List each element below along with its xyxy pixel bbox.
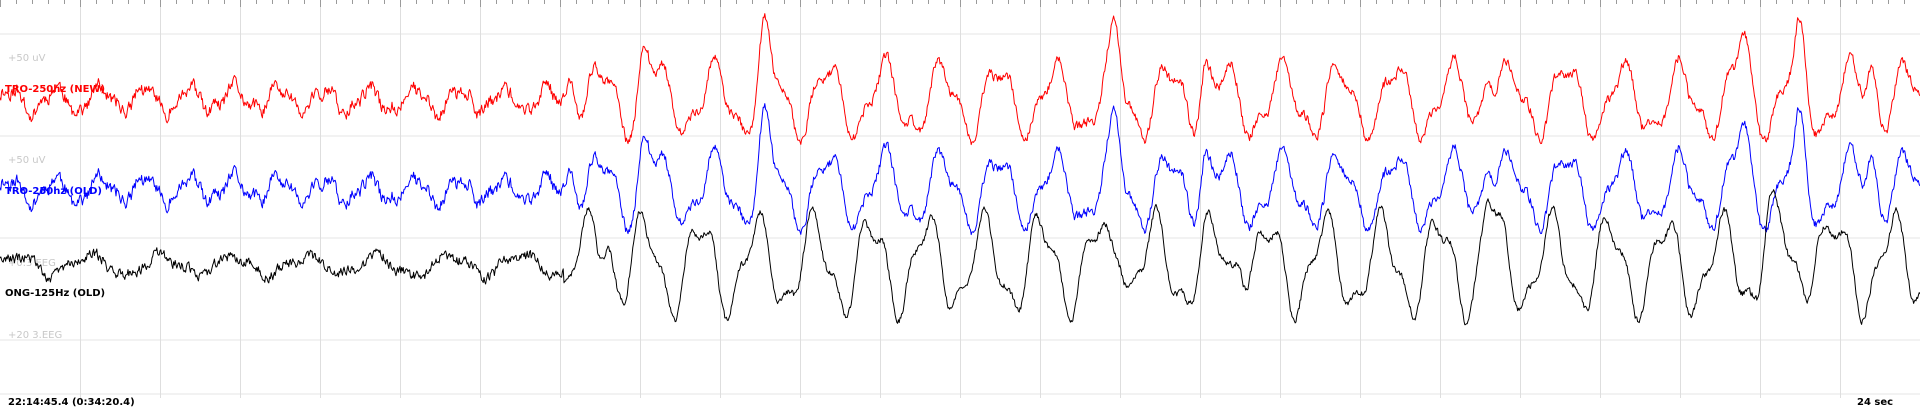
eeg-trace xyxy=(0,13,1920,146)
time-grid xyxy=(0,0,1920,398)
scale-label: +50 uV xyxy=(8,53,46,64)
eeg-trace xyxy=(0,103,1920,236)
eeg-traces xyxy=(0,13,1920,326)
duration-readout: 24 sec xyxy=(1857,397,1893,408)
channel-label[interactable]: TRO-250hz (OLD) xyxy=(5,186,102,197)
eeg-trace xyxy=(0,189,1920,326)
scale-label: +20 3.EEG xyxy=(8,330,62,341)
channel-labels: TRO-250hz (NEW) TRO-250hz (OLD) ONG-125H… xyxy=(5,84,105,299)
scale-label: +50 uV xyxy=(8,155,46,166)
channel-label[interactable]: ONG-125Hz (OLD) xyxy=(5,288,105,299)
status-footer: 22:14:45.4 (0:34:20.4) 24 sec xyxy=(8,397,1893,408)
timestamp-readout: 22:14:45.4 (0:34:20.4) xyxy=(8,397,135,408)
channel-label[interactable]: TRO-250hz (NEW) xyxy=(5,84,105,95)
channel-scales: +50 uV +50 uV +0.3 EEG +20 3.EEG xyxy=(8,53,62,341)
scale-label: +0.3 EEG xyxy=(8,258,56,269)
